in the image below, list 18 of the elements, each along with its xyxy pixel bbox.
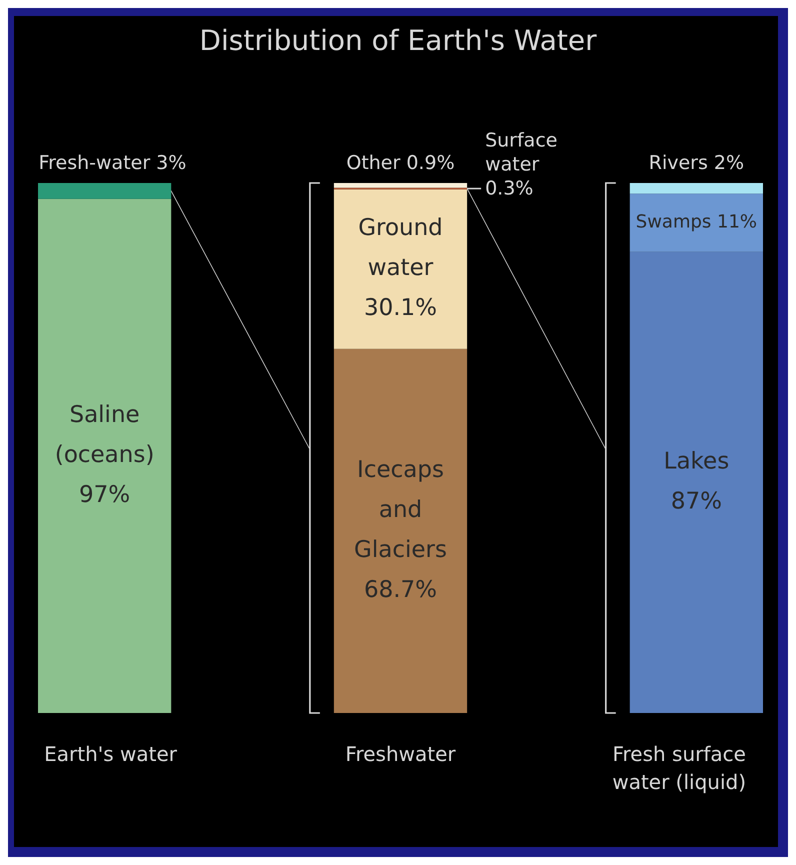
series-label: Saline (oceans)	[54, 402, 154, 468]
x-tick-label: Fresh surface water (liquid)	[612, 742, 746, 794]
x-tick-label: Freshwater	[345, 742, 456, 766]
x-tick-label: Earth's water	[44, 742, 178, 766]
data-label: 68.7%	[364, 577, 438, 604]
text: Swamps 11%	[636, 212, 758, 233]
data-label: 97%	[79, 482, 130, 508]
data-label: 30.1%	[364, 295, 438, 322]
data-label: 87%	[670, 488, 722, 515]
series-label: Icecaps and Glaciers	[354, 457, 447, 564]
text: Other 0.9%	[346, 152, 455, 174]
series-label: Lakes	[664, 448, 730, 475]
data-label: 0.3%	[485, 178, 534, 200]
text: Fresh-water 3%	[38, 152, 186, 174]
text: Rivers 2%	[648, 152, 744, 174]
series-label: Ground water	[358, 215, 443, 282]
chart-title: Distribution of Earth's Water	[199, 24, 598, 57]
series-label: Surface water	[485, 130, 558, 176]
